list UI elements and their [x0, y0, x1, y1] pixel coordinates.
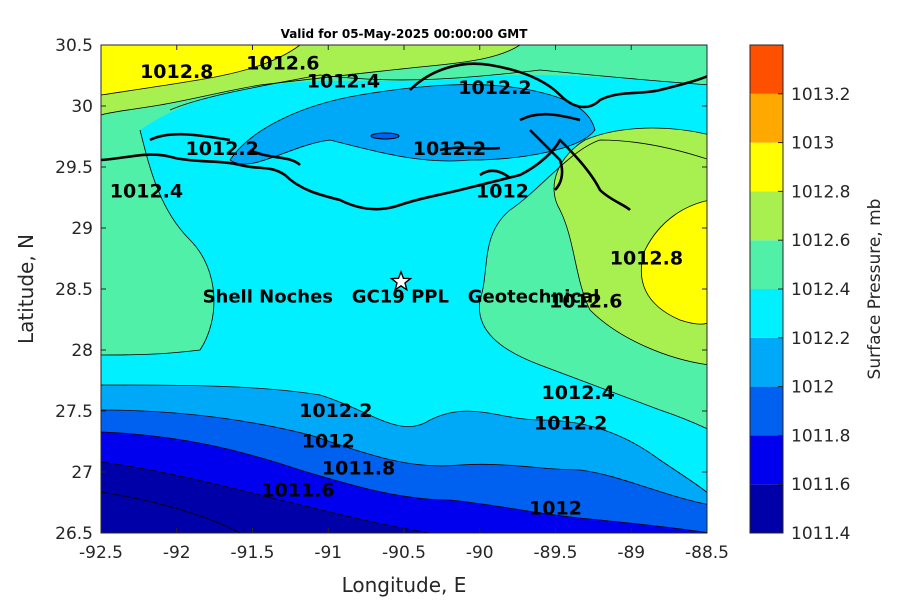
x-tick-label: -91.5	[231, 543, 275, 563]
y-axis-label: Latitude, N	[14, 234, 38, 344]
colorbar-swatch	[750, 240, 783, 289]
contour-line-1012-4	[101, 129, 215, 356]
x-axis-label: Longitude, E	[342, 573, 467, 597]
colorbar-swatch	[750, 289, 783, 338]
x-tick-label: -89.5	[534, 543, 578, 563]
x-tick-label: -91	[314, 543, 342, 563]
colorbar-tick-label: 1013.2	[791, 85, 850, 105]
coastline-bays	[149, 112, 581, 167]
site-star-marker	[389, 269, 413, 292]
colorbar	[750, 45, 783, 533]
contour-line-1012-6-east	[553, 127, 707, 365]
chart-title: Valid for 05-May-2025 00:00:00 GMT	[281, 27, 529, 41]
contour-label: 1012.4	[307, 71, 380, 93]
colorbar-label: Surface Pressure, mb	[865, 199, 885, 380]
y-tick-label: 27.5	[55, 402, 93, 422]
contour-line-1012-2-south	[101, 384, 707, 493]
colorbar-tick-label: 1011.6	[791, 475, 850, 495]
contour-label: 1012	[302, 431, 355, 453]
contour-label: 1012	[529, 498, 582, 520]
x-tick-label: -88.5	[685, 543, 729, 563]
contour-label: 1012.2	[534, 412, 607, 434]
contour-line-1012-4-b	[169, 69, 707, 111]
contour-line-1011-4	[101, 491, 241, 533]
colorbar-swatch	[750, 45, 783, 94]
contour-line-1012-4-east	[478, 139, 707, 430]
colorbar-tick-label: 1012.4	[791, 280, 850, 300]
contour-label: 1012	[476, 181, 529, 203]
colorbar-ticks: 1013.2 1013 1012.8 1012.6 1012.4 1012.2 1012 10…	[778, 85, 850, 544]
y-tick-label: 29	[71, 219, 93, 239]
x-tick-label: -92.5	[79, 543, 123, 563]
contour-label: 1012.2	[299, 400, 372, 422]
contour-label: 1012.2	[458, 77, 531, 99]
x-axis: -92.5 -92 -91.5 -91 -90.5 -90 -89.5 -89 -88.5	[79, 45, 729, 563]
colorbar-swatch	[750, 93, 783, 143]
y-axis: 30.5 30 29.5 29 28.5 28 27.5 27 26.5	[55, 36, 707, 544]
colorbar-tick-label: 1012.2	[791, 329, 850, 349]
colorbar-tick-label: 1011.8	[791, 426, 850, 446]
band-1011-4-south	[101, 492, 240, 533]
colorbar-tick-label: 1012	[791, 378, 834, 398]
contour-label: 1012.8	[610, 248, 683, 270]
colorbar-tick-label: 1012.6	[791, 231, 850, 251]
x-tick-label: -92	[163, 543, 191, 563]
y-tick-label: 28.5	[55, 280, 93, 300]
contour-fill-layer	[101, 45, 707, 533]
y-tick-label: 29.5	[55, 158, 93, 178]
colorbar-swatch	[750, 484, 783, 533]
contour-line-1011-8	[101, 431, 707, 533]
coastline	[101, 62, 707, 211]
contour-label: 1012.4	[110, 181, 183, 203]
contour-line-1012-8	[101, 45, 301, 96]
colorbar-swatch	[750, 142, 783, 192]
y-tick-label: 28	[71, 341, 93, 361]
band-1012-0-north	[230, 84, 595, 165]
coastline-delta	[479, 129, 564, 191]
contour-label: 1012.6	[549, 290, 622, 312]
site-label: Shell Noches GC19 PPL Geotechnical	[203, 287, 600, 308]
colorbar-tick-label: 1011.4	[791, 524, 850, 544]
contour-label: 1012.6	[246, 52, 319, 74]
colorbar-swatch	[750, 435, 783, 485]
colorbar-swatch	[750, 337, 783, 387]
contour-line-1012-0-south	[101, 409, 707, 505]
y-tick-label: 26.5	[55, 524, 93, 544]
contour-label: 1012.8	[140, 61, 213, 83]
y-tick-label: 30	[71, 97, 93, 117]
x-tick-label: -90.5	[382, 543, 426, 563]
coastline-louisiana	[101, 138, 631, 211]
coastline-north	[409, 62, 707, 109]
y-tick-label: 30.5	[55, 36, 93, 56]
colorbar-swatch	[750, 191, 783, 241]
y-tick-label: 27	[71, 463, 93, 483]
contour-line-1011-6	[101, 461, 431, 533]
lake-pontchartrain	[370, 132, 400, 140]
site-layer: Shell Noches GC19 PPL Geotechnical	[203, 269, 600, 308]
colorbar-tick-label: 1013	[791, 134, 834, 154]
colorbar-tick-label: 1012.8	[791, 182, 850, 202]
contour-label: 1012.2	[186, 138, 259, 160]
contour-line-1012-0-north	[229, 84, 596, 165]
colorbar-swatch	[750, 386, 783, 436]
contour-lines	[101, 45, 707, 533]
x-tick-label: -89	[617, 543, 645, 563]
contour-label: 1011.6	[261, 479, 334, 501]
contour-label: 1011.8	[322, 457, 395, 479]
x-tick-label: -90	[466, 543, 494, 563]
contour-line-1012-8-east	[641, 200, 707, 325]
band-1012-8-east	[641, 200, 707, 325]
band-1012-8-nw	[101, 45, 300, 95]
contour-label: 1012.4	[542, 382, 615, 404]
contour-label: 1012.2	[413, 138, 486, 160]
